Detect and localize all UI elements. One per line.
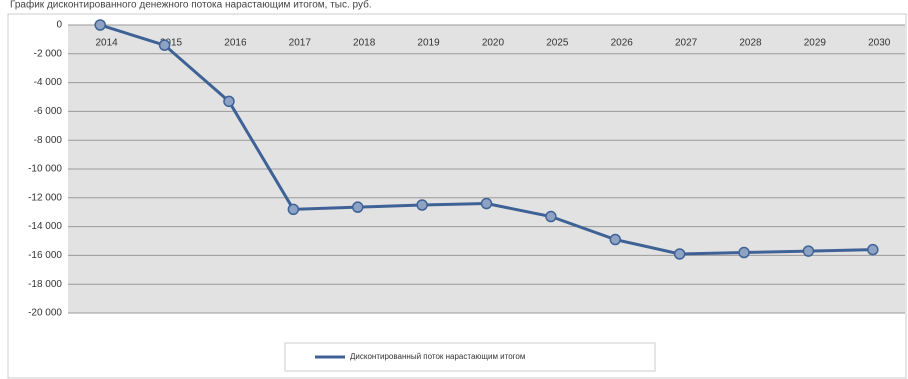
point (223, 95, 235, 108)
x-tick-label: 2026 (611, 38, 634, 49)
x-tick-label: 2028 (739, 38, 762, 49)
x-tick-label: 2018 (353, 38, 376, 49)
y-tick-label: -10 000 (28, 164, 62, 175)
x-tick-label: 2019 (417, 38, 440, 49)
x-tick-label: 2015 (160, 38, 183, 49)
point (673, 248, 686, 260)
y-tick-label: -16 000 (28, 250, 62, 261)
point (802, 245, 815, 257)
x-tick-label: 2029 (804, 38, 827, 49)
x-tick-label: 2025 (546, 38, 569, 49)
y-tick-label: -20 000 (28, 308, 62, 319)
y-tick-label: -12 000 (28, 192, 62, 203)
x-tick-label: 2027 (675, 38, 698, 49)
y-tick-label: -18 000 (28, 279, 62, 290)
x-tick-label: 2017 (289, 38, 312, 49)
x-tick-label: 2016 (224, 38, 247, 49)
point (287, 203, 300, 216)
x-tick-label: 2014 (96, 38, 119, 49)
point (738, 246, 750, 259)
y-tick-label: -8 000 (34, 135, 63, 146)
point (867, 243, 879, 256)
x-tick-label: 2030 (868, 38, 891, 49)
legend (284, 342, 656, 372)
point (480, 197, 493, 210)
point (609, 233, 622, 246)
point (158, 39, 171, 51)
y-tick-label: -6 000 (34, 106, 63, 117)
y-tick-label: 0 (56, 20, 62, 31)
legend-label: Дисконтированный поток нарастающим итого… (350, 352, 525, 361)
y-tick-label: -14 000 (28, 221, 62, 232)
point (416, 199, 428, 211)
chart-title: График дисконтированного денежного поток… (10, 0, 372, 11)
point (351, 201, 364, 213)
point (545, 210, 557, 223)
point (94, 19, 106, 31)
x-tick-label: 2020 (482, 38, 505, 49)
y-tick-label: -4 000 (34, 77, 63, 88)
y-tick-label: -2 000 (34, 48, 63, 59)
